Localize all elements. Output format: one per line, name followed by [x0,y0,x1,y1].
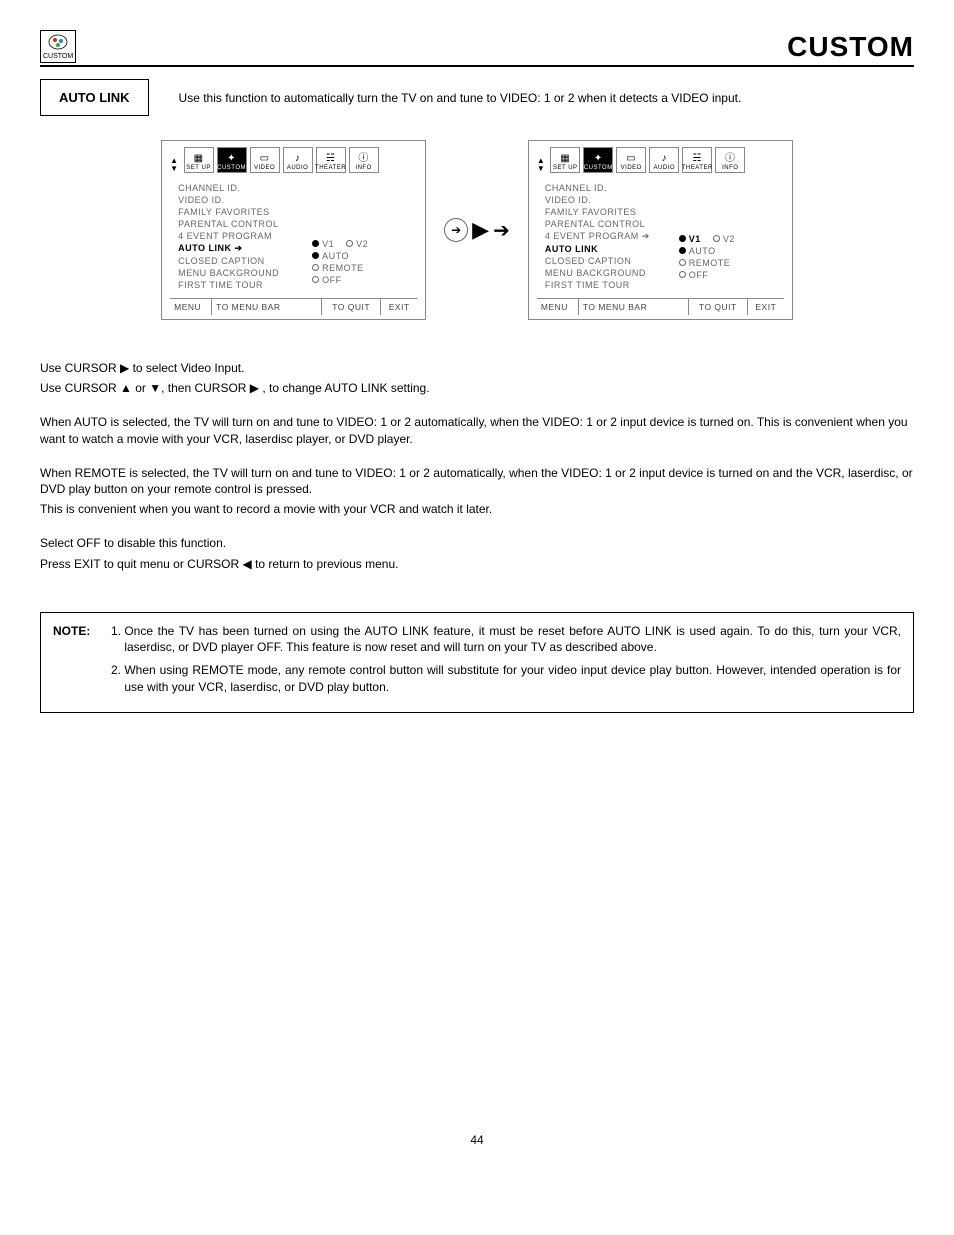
nav-arrows-icon: ▲▼ [170,157,178,173]
note-label: NOTE: [53,623,102,702]
tab-audio[interactable]: ♪AUDIO [649,147,679,173]
menu-item[interactable]: CLOSED CAPTION [545,256,679,266]
tab-theater[interactable]: ☵THEATER [682,147,712,173]
menu-item[interactable]: VIDEO ID. [178,195,312,205]
nav-arrows-icon: ▲▼ [537,157,545,173]
tab-setup[interactable]: ▦SET UP [550,147,580,173]
tab-theater[interactable]: ☵THEATER [316,147,346,173]
logo-icon [47,33,69,53]
page-title: CUSTOM [787,31,914,63]
transition-arrows: ➔ ▶ ➔ [444,217,510,243]
menu-item[interactable]: FAMILY FAVORITES [178,207,312,217]
menu-item[interactable]: PARENTAL CONTROL [178,219,312,229]
menu-item[interactable]: CHANNEL ID. [178,183,312,193]
menu-item[interactable]: FAMILY FAVORITES [545,207,679,217]
menu-item[interactable]: CHANNEL ID. [545,183,679,193]
note-item: Once the TV has been turned on using the… [124,623,901,657]
panel-footer: MENU TO MENU BAR TO QUIT EXIT [170,298,417,315]
menu-item[interactable]: MENU BACKGROUND [178,268,312,278]
menu-item[interactable]: PARENTAL CONTROL [545,219,679,229]
menu-item[interactable]: FIRST TIME TOUR [545,280,679,290]
menu-item[interactable]: FIRST TIME TOUR [178,280,312,290]
tab-video[interactable]: ▭VIDEO [250,147,280,173]
menu-panel-left: ▲▼ ▦SET UP ✦CUSTOM ▭VIDEO ♪AUDIO ☵THEATE… [161,140,426,320]
tab-video[interactable]: ▭VIDEO [616,147,646,173]
play-icon: ▶ [472,217,489,243]
tab-custom[interactable]: ✦CUSTOM [217,147,247,173]
menu-tabbar: ▲▼ ▦SET UP ✦CUSTOM ▭VIDEO ♪AUDIO ☵THEATE… [537,147,784,173]
tab-setup[interactable]: ▦SET UP [184,147,214,173]
note-item: When using REMOTE mode, any remote contr… [124,662,901,696]
menu-tabbar: ▲▼ ▦SET UP ✦CUSTOM ▭VIDEO ♪AUDIO ☵THEATE… [170,147,417,173]
section-label: AUTO LINK [40,79,149,116]
section-desc: Use this function to automatically turn … [149,79,742,116]
menu-item[interactable]: AUTO LINK [178,243,312,254]
arrow-right-icon: ➔ [444,218,468,242]
logo-badge: CUSTOM [40,30,76,63]
menu-item[interactable]: VIDEO ID. [545,195,679,205]
note-box: NOTE: Once the TV has been turned on usi… [40,612,914,713]
tab-info[interactable]: ⓘINFO [349,147,379,173]
menu-item[interactable]: AUTO LINK [545,244,679,254]
instruction-text: Use CURSOR ▶ to select Video Input. Use … [40,360,914,572]
menu-item[interactable]: 4 EVENT PROGRAM [545,231,679,242]
page-number: 44 [40,1133,914,1147]
panel-footer: MENU TO MENU BAR TO QUIT EXIT [537,298,784,315]
tab-info[interactable]: ⓘINFO [715,147,745,173]
menu-item[interactable]: 4 EVENT PROGRAM [178,231,312,241]
tab-custom[interactable]: ✦CUSTOM [583,147,613,173]
logo-label: CUSTOM [43,53,73,60]
menu-item[interactable]: CLOSED CAPTION [178,256,312,266]
menu-item[interactable]: MENU BACKGROUND [545,268,679,278]
tab-audio[interactable]: ♪AUDIO [283,147,313,173]
arrow-right-icon: ➔ [493,218,510,243]
menu-panel-right: ▲▼ ▦SET UP ✦CUSTOM ▭VIDEO ♪AUDIO ☵THEATE… [528,140,793,320]
